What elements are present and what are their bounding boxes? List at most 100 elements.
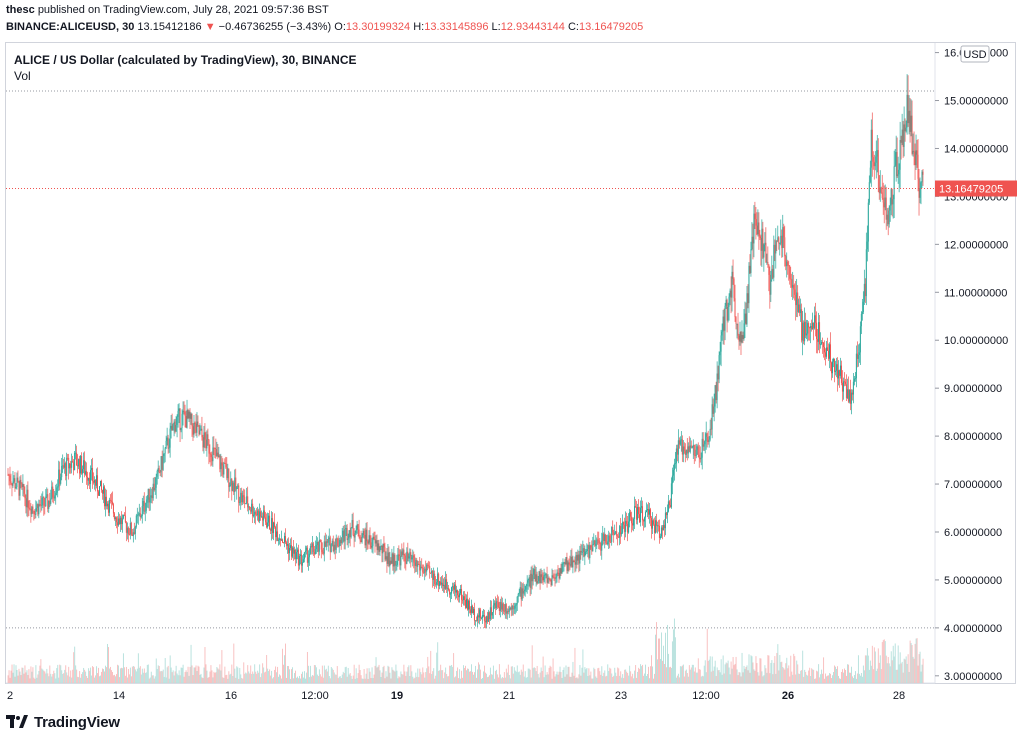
volume-bar (807, 675, 809, 683)
candle-body (786, 261, 788, 267)
volume-bar (797, 664, 799, 683)
candle-body (132, 532, 134, 537)
candle-body (34, 514, 36, 515)
volume-bar (553, 671, 555, 683)
volume-bar (574, 647, 576, 683)
candle-body (287, 544, 289, 554)
volume-bar (315, 667, 317, 683)
candle-body (110, 500, 112, 502)
candle-body (323, 541, 325, 554)
candle-body (297, 549, 299, 566)
volume-bar (684, 670, 686, 683)
volume-bar (615, 672, 617, 683)
candle-body (371, 546, 373, 548)
candle-body (352, 519, 354, 535)
candle-body (40, 505, 42, 507)
author-name[interactable]: thesc (6, 4, 35, 16)
volume-bar (592, 678, 594, 683)
candle-body (73, 462, 75, 471)
tradingview-brand[interactable]: TradingView (34, 713, 120, 731)
candle-body (792, 284, 794, 288)
candle-body (28, 507, 30, 509)
volume-bar (892, 645, 894, 683)
volume-bar (523, 676, 525, 683)
candle-body (231, 478, 233, 491)
volume-bar (14, 676, 16, 683)
volume-bar (634, 670, 636, 683)
candle-body (465, 598, 467, 608)
candle-body (450, 593, 452, 595)
x-tick-label: 28 (893, 690, 905, 702)
volume-bar (251, 674, 253, 683)
candle-body (234, 477, 236, 493)
candle-body (220, 462, 222, 470)
volume-bar (106, 667, 107, 683)
candle-body (247, 496, 249, 508)
candle-body (639, 514, 641, 523)
candle-body (621, 532, 623, 535)
volume-bar (151, 675, 153, 683)
volume-bar (316, 674, 318, 683)
candle-body (239, 502, 241, 503)
candle-body (471, 605, 473, 614)
volume-bar (80, 677, 82, 683)
volume-bar (271, 670, 273, 683)
candle-body (268, 515, 270, 523)
candle-body (291, 547, 293, 557)
volume-bar (188, 675, 190, 683)
candle-body (130, 522, 132, 535)
candle-body (16, 477, 18, 488)
candle-body (743, 323, 745, 339)
candle-body (617, 535, 619, 537)
candle-body (111, 501, 113, 505)
candle-body (573, 560, 575, 563)
candle-body (192, 426, 194, 435)
candle-body (907, 94, 909, 124)
volume-bar (664, 664, 665, 683)
volume-bar (509, 678, 511, 683)
volume-bar (642, 664, 644, 683)
candle-body (446, 579, 448, 589)
change-text: −0.46736255 (−3.43%) (218, 21, 332, 33)
volume-bar (657, 659, 658, 683)
candle-body (385, 556, 387, 560)
volume-bar (20, 675, 22, 683)
candle-body (516, 596, 518, 605)
volume-bar (269, 669, 271, 683)
volume-bar (227, 678, 229, 683)
candle-body (78, 458, 80, 467)
volume-bar (216, 667, 218, 683)
volume-bar (542, 656, 544, 683)
candle-body (80, 455, 82, 474)
candle-body (725, 299, 727, 306)
candle-body (332, 540, 334, 552)
candle-body (182, 410, 184, 414)
volume-bar (186, 672, 188, 683)
candle-body (296, 549, 298, 553)
candle-body (151, 495, 153, 499)
volume-bar (663, 645, 664, 683)
candle-body (414, 562, 416, 566)
volume-bar (855, 678, 857, 683)
volume-bar (545, 674, 547, 683)
candle-body (264, 510, 266, 518)
y-tick-label: 3.00000000 (944, 671, 1002, 683)
candle-body (122, 514, 124, 519)
candle-body (771, 268, 773, 280)
volume-bar (670, 667, 672, 683)
close-value: 13.16479205 (578, 21, 644, 33)
volume-bar (126, 677, 128, 683)
candle-body (845, 384, 847, 399)
tradingview-logo-icon[interactable] (6, 715, 28, 729)
candle-body (832, 358, 834, 362)
volume-bar (131, 666, 133, 683)
volume-bar (570, 676, 572, 683)
volume-bar (377, 666, 379, 683)
candle-body (651, 520, 653, 529)
volume-bar (637, 671, 639, 683)
currency-unit-box[interactable] (960, 45, 990, 63)
volume-bar (548, 667, 550, 683)
volume-bar (540, 667, 542, 683)
candle-body (434, 573, 436, 585)
